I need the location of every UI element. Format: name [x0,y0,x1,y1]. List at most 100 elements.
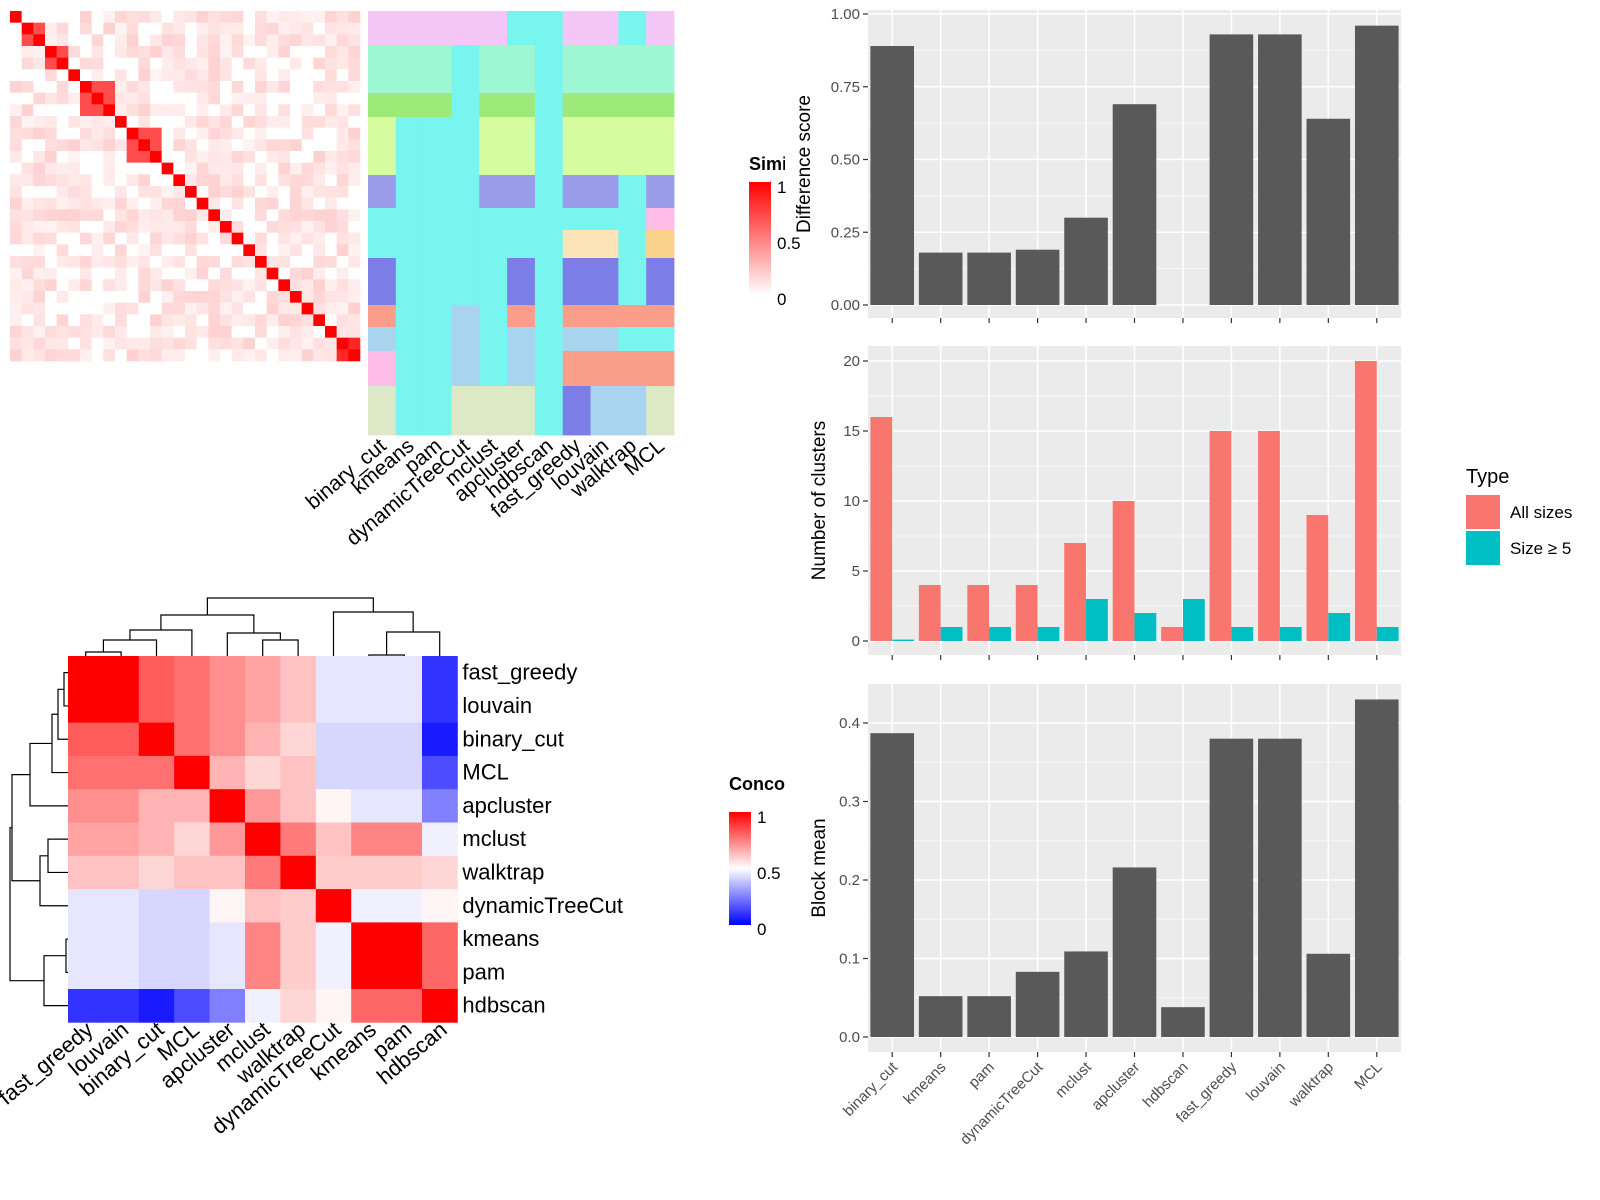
similarity-cell [313,232,326,245]
cluster-cell [423,45,452,94]
similarity-cell [336,337,349,350]
concordance-cell [209,722,246,757]
y-tick-label: 0 [852,633,860,650]
similarity-cell [301,209,314,222]
similarity-cell [196,174,209,187]
concordance-cell [386,689,423,723]
similarity-cell [56,69,69,82]
similarity-cell [21,326,34,338]
concordance-cell [174,989,210,1023]
similarity-cell [21,314,34,327]
similarity-cell [196,22,209,35]
similarity-cell [115,92,127,105]
cluster-cell [507,117,536,176]
cluster-cell [423,351,452,387]
concordance-cell [386,955,423,990]
similarity-cell [161,11,174,23]
similarity-cell [185,209,197,222]
similarity-cell [21,57,34,70]
concordance-cell [422,656,458,690]
similarity-cell [301,22,314,35]
cluster-cell [534,386,564,436]
similarity-cell [185,291,197,303]
similarity-cell [103,139,116,152]
similarity-cell [231,57,244,70]
similarity-cell [196,11,209,23]
legend-swatch-all-sizes [1466,495,1500,529]
similarity-cell [138,337,151,350]
concordance-cell [386,855,423,890]
y-tick-label: 0.2 [839,872,860,889]
similarity-cell [80,92,92,105]
similarity-cell [150,81,162,93]
similarity-cell [80,11,92,23]
cluster-cell [423,11,452,46]
concordance-cell [280,789,317,823]
similarity-cell [115,302,127,315]
similarity-cell [196,162,209,175]
concordance-cell [68,855,104,890]
x-tick-label-dynamicTreeCut: dynamicTreeCut [957,1058,1047,1148]
similarity-cell [243,46,256,58]
cluster-cell [507,175,536,209]
cluster-cell [534,45,564,94]
block-mean-chart: 0.0 0.1 0.2 0.3 0.4 Block mean [809,684,1401,1057]
cluster-cell [507,386,536,436]
cluster-cell [451,117,480,176]
similarity-cell [278,186,291,198]
similarity-cell [313,127,326,140]
similarity-cell [185,197,197,210]
similarity-cell [290,256,302,268]
cluster-cell [395,175,425,209]
x-tick-label-pam: pam [965,1059,998,1092]
similarity-cell [325,174,337,187]
dendrogram-branch [43,955,68,1007]
similarity-cell [150,314,162,327]
similarity-cell [278,127,291,140]
cluster-cell [646,45,675,94]
concordance-cell [280,922,317,957]
similarity-cell [173,104,186,117]
bar-louvain [1258,34,1302,306]
concordance-cell [103,855,140,890]
cluster-cell [646,258,675,306]
similarity-cell [301,57,314,70]
concordance-cell [422,989,458,1023]
cluster-cell [507,11,536,46]
similarity-cell [313,349,326,362]
similarity-cell [301,104,314,117]
similarity-cell [126,326,139,338]
similarity-cell [196,69,209,82]
similarity-cell [80,221,92,233]
similarity-cell [21,81,34,93]
x-tick-label-louvain: louvain [1243,1059,1289,1105]
similarity-cell [33,244,46,257]
y-tick-label: 0.50 [831,152,860,169]
similarity-cell [278,314,291,327]
similarity-cell [45,162,57,175]
similarity-cell [243,279,256,292]
cluster-cell [590,45,619,94]
similarity-cell [150,162,162,175]
cluster-cell [395,117,425,176]
similarity-cell [68,267,81,280]
similarity-cell [161,34,174,47]
similarity-cell [290,314,302,327]
similarity-cell [336,267,349,280]
similarity-cell [10,349,22,362]
similarity-cell [313,11,326,23]
similarity-cell [231,34,244,47]
similarity-cell [243,127,256,140]
similarity-cell [33,92,46,105]
similarity-cell [231,326,244,338]
similarity-cell [45,11,57,23]
similarity-cell [325,267,337,280]
similarity-cell [278,162,291,175]
similarity-cell [138,162,151,175]
similarity-cell [138,57,151,70]
similarity-cell [126,81,139,93]
concordance-row-label-apcluster: apcluster [462,793,551,818]
concordance-cell [422,755,458,790]
similarity-cell [313,326,326,338]
similarity-cell [45,244,57,257]
